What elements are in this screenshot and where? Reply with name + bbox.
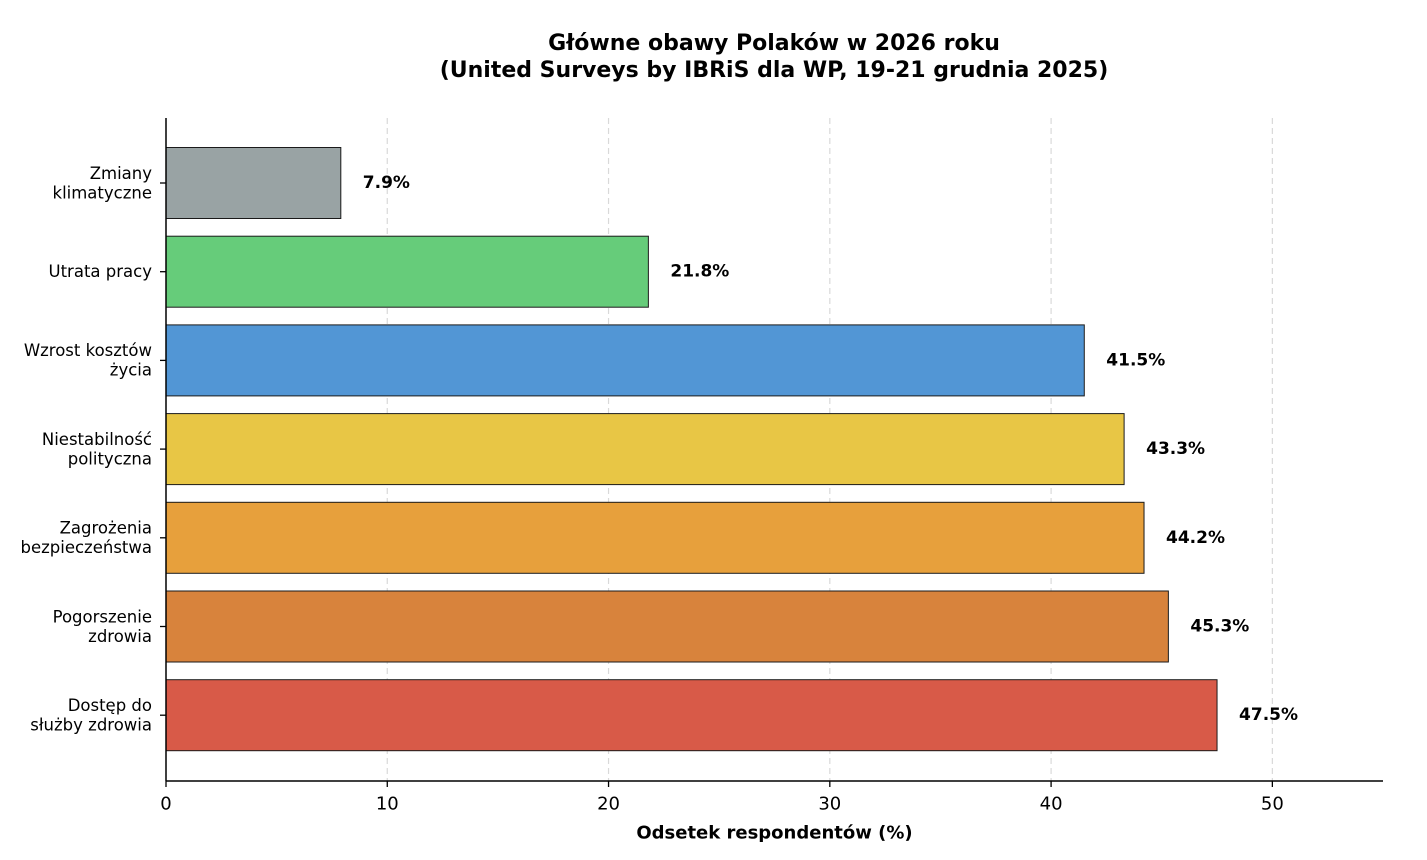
bar <box>165 679 1218 752</box>
chart-title: Główne obawy Polaków w 2026 roku (United… <box>166 30 1382 84</box>
category-label: Zmiany <box>90 164 153 183</box>
x-tick-label: 10 <box>376 794 399 815</box>
category-label: klimatyczne <box>53 183 152 202</box>
category-label: polityczna <box>68 449 152 468</box>
category-label: bezpieczeństwa <box>20 538 152 557</box>
category-label: życia <box>110 361 152 380</box>
chart-title-line-1: Główne obawy Polaków w 2026 roku <box>548 31 1000 56</box>
bar <box>165 147 342 219</box>
bar <box>165 590 1169 663</box>
data-label: 47.5% <box>1239 705 1298 725</box>
data-label: 45.3% <box>1190 617 1249 637</box>
data-label: 7.9% <box>363 173 410 193</box>
category-label: Zagrożenia <box>60 519 152 538</box>
x-tick-label: 30 <box>818 794 841 815</box>
bar <box>165 235 649 308</box>
category-label: Wzrost kosztów <box>24 341 152 360</box>
data-label: 43.3% <box>1146 439 1205 459</box>
category-label: Utrata pracy <box>49 262 153 281</box>
category-label: służby zdrowia <box>30 715 152 734</box>
axes <box>160 118 1383 787</box>
category-label: Dostęp do <box>68 696 152 715</box>
data-label: 21.8% <box>670 262 729 282</box>
bar <box>165 501 1145 574</box>
x-tick-label: 0 <box>160 794 171 815</box>
bar <box>165 413 1125 486</box>
data-label: 44.2% <box>1166 528 1225 548</box>
category-label: Niestabilność <box>42 430 152 449</box>
x-tick-label: 20 <box>597 794 620 815</box>
category-label: Pogorszenie <box>53 607 152 626</box>
chart-title-line-2: (United Surveys by IBRiS dla WP, 19-21 g… <box>439 58 1109 83</box>
bars <box>165 147 1218 752</box>
x-axis-label: Odsetek respondentów (%) <box>636 823 912 844</box>
labels: 7.9% 21.8% 41.5% 43.3% 44.2% 45.3% 47.5% Zmiany… <box>20 164 1298 844</box>
bar <box>165 324 1085 397</box>
x-tick-label: 40 <box>1040 794 1063 815</box>
data-label: 41.5% <box>1106 350 1165 370</box>
x-tick-label: 50 <box>1261 794 1284 815</box>
category-label: zdrowia <box>88 627 152 646</box>
